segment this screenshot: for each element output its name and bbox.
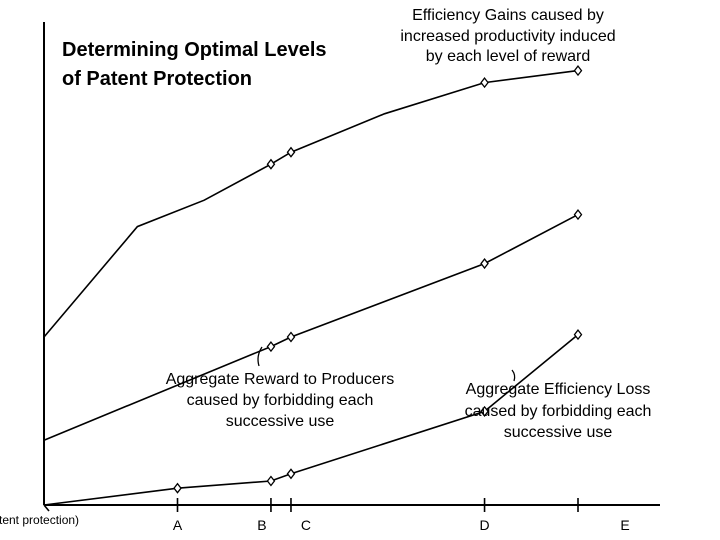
data-point-efficiency-gains [480,77,489,89]
series-aggregate-reward [43,209,583,441]
x-tick-label-a: A [173,517,183,533]
data-point-efficiency-loss [286,468,296,480]
x-tick-label-d: D [479,517,489,533]
x-tick-mark-no-patent-protection [43,504,50,512]
data-point-aggregate-reward [286,331,296,343]
data-point-efficiency-loss [173,482,182,494]
data-point-efficiency-gains [573,65,583,77]
annotation-efficiency-gains-line-3: by each level of reward [426,48,591,65]
annotation-efficiency-loss: Aggregate Efficiency Loss caused by forb… [465,369,652,441]
annotation-efficiency-loss-line-3: successive use [504,424,613,441]
chart-title: Determining Optimal Levels of Patent Pro… [62,39,327,90]
annotation-efficiency-loss-line-2: caused by forbidding each [465,403,652,420]
annotation-efficiency-gains: Efficiency Gains caused by increased pro… [400,7,615,65]
annotation-aggregate-reward-leader [257,346,263,367]
annotation-aggregate-reward-line-1: Aggregate Reward to Producers [166,371,395,388]
series-line-efficiency-gains [43,69,579,338]
data-point-efficiency-loss [480,405,489,417]
data-point-efficiency-gains [286,146,296,158]
data-point-aggregate-reward [480,258,489,270]
series-layer [43,65,583,506]
annotation-efficiency-gains-line-1: Efficiency Gains caused by [412,7,604,24]
tick-layer: (no patent protection) A B C D E [0,498,630,533]
annotation-aggregate-reward-line-3: successive use [226,413,335,430]
data-point-efficiency-loss [266,475,276,487]
annotation-efficiency-loss-line-1: Aggregate Efficiency Loss [466,381,651,398]
axes [43,22,660,506]
x-tick-label-b: B [257,517,266,533]
series-efficiency-gains [43,65,583,338]
data-point-efficiency-loss [573,329,583,341]
x-tick-label-no-patent-protection: (no patent protection) [0,513,79,527]
data-point-aggregate-reward [266,341,276,353]
chart-title-line-2: of Patent Protection [62,68,252,90]
annotation-efficiency-gains-line-2: increased productivity induced [400,28,615,45]
x-tick-label-c: C [301,517,311,533]
x-tick-label-e: E [620,517,629,533]
data-point-efficiency-gains [266,158,276,170]
series-line-efficiency-loss [43,333,579,506]
data-point-aggregate-reward [573,209,583,221]
series-efficiency-loss [43,329,583,506]
annotation-aggregate-reward: Aggregate Reward to Producers caused by … [166,346,395,430]
annotation-efficiency-loss-leader [511,369,516,382]
annotation-aggregate-reward-line-2: caused by forbidding each [187,392,374,409]
chart-title-line-1: Determining Optimal Levels [62,39,327,61]
